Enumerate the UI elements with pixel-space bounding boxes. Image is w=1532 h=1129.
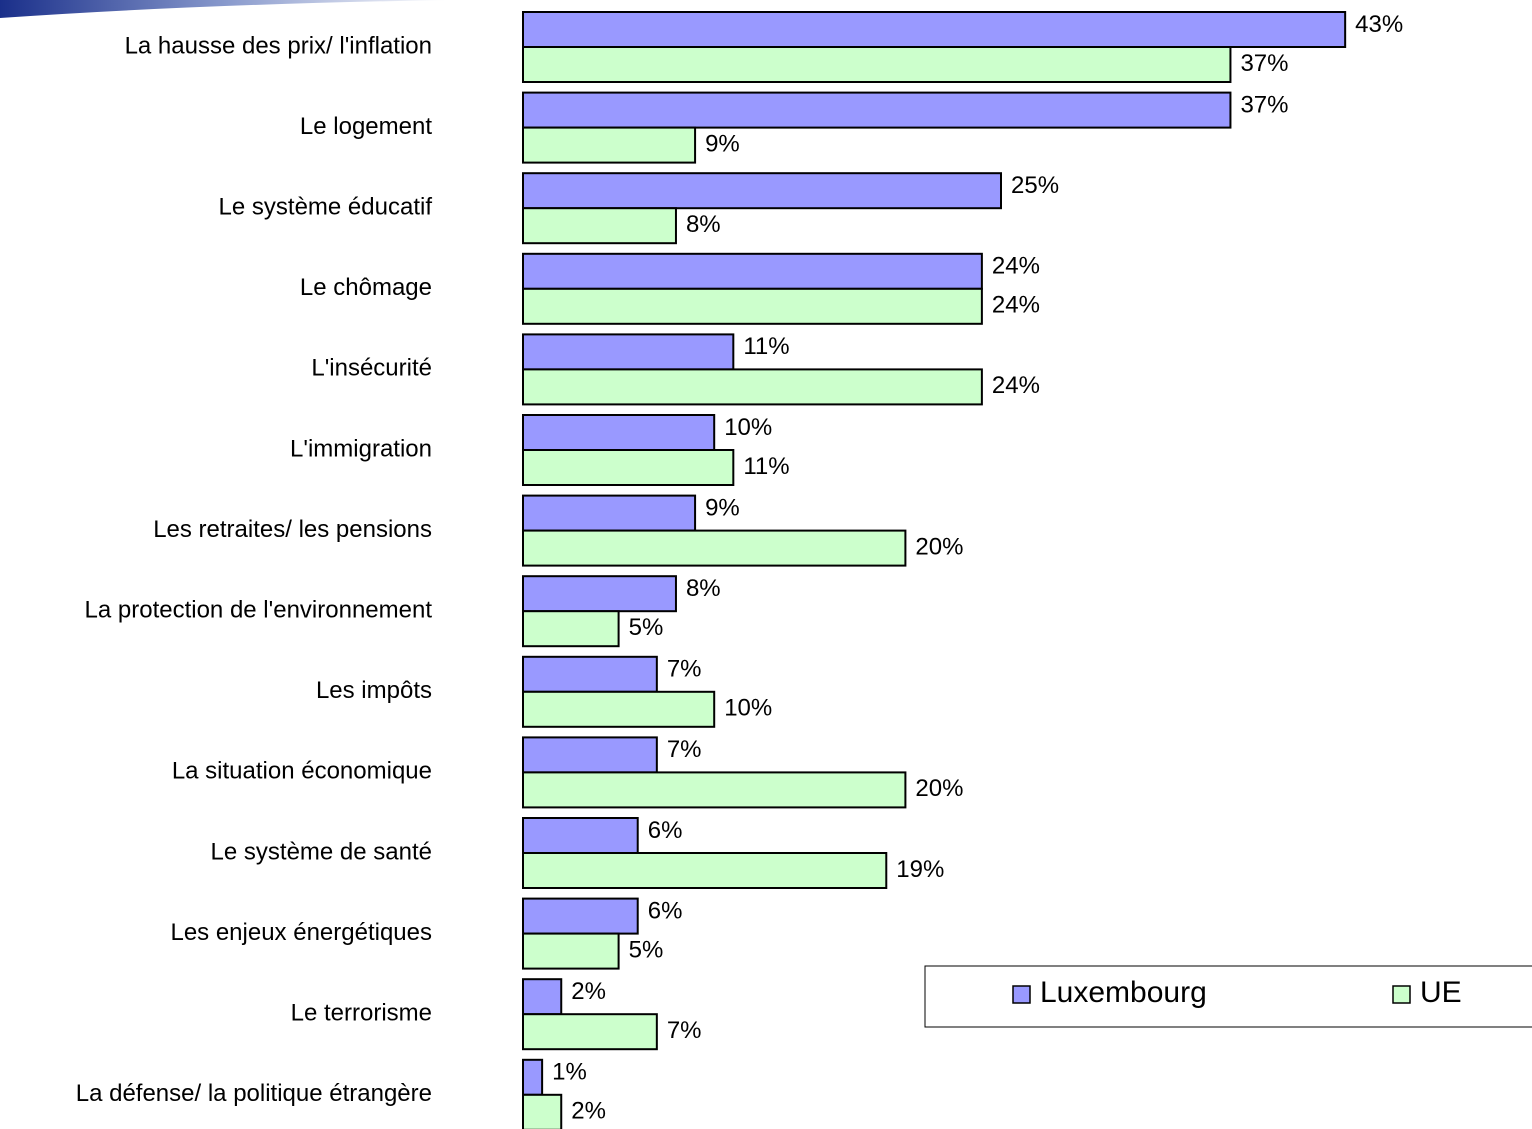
bar: [522, 414, 716, 451]
bar: [522, 252, 983, 290]
value-label: 11%: [743, 333, 789, 360]
bar: [522, 449, 735, 486]
value-label: 1%: [552, 1059, 587, 1086]
category-label: La protection de l'environnement: [85, 597, 433, 624]
value-label: 37%: [1240, 91, 1288, 118]
value-label: 25%: [1011, 172, 1059, 199]
bar: [522, 575, 677, 613]
bar: [522, 333, 735, 371]
category-label: Le système éducatif: [219, 194, 433, 221]
value-label: 7%: [667, 1017, 702, 1044]
value-label: 5%: [629, 614, 664, 641]
value-label: 11%: [743, 453, 789, 480]
bar: [522, 655, 658, 693]
value-label: 2%: [571, 1098, 606, 1125]
value-label: 10%: [724, 695, 772, 722]
bar: [522, 91, 1232, 129]
value-label: 24%: [992, 253, 1040, 280]
bar: [522, 771, 907, 809]
category-label: Le terrorisme: [291, 1000, 432, 1027]
bar: [522, 610, 620, 648]
bar: [522, 897, 639, 935]
value-label: 10%: [724, 414, 772, 441]
value-label: 20%: [915, 775, 963, 802]
category-label: Les retraites/ les pensions: [153, 516, 432, 543]
value-label: 8%: [686, 575, 721, 602]
value-label: 43%: [1355, 11, 1403, 38]
bar: [522, 207, 677, 245]
bar: [522, 932, 620, 970]
category-label: L'insécurité: [311, 355, 432, 382]
bar: [522, 46, 1232, 83]
value-label: 19%: [896, 856, 944, 883]
bar: [522, 852, 888, 889]
bar: [522, 126, 697, 164]
category-label: L'immigration: [290, 435, 432, 462]
category-label: La situation économique: [172, 758, 432, 785]
value-label: 7%: [667, 656, 702, 683]
bar: [522, 736, 658, 774]
value-label: 24%: [992, 372, 1040, 399]
value-label: 6%: [648, 817, 683, 844]
category-label: Le système de santé: [211, 838, 432, 865]
value-label: 9%: [705, 494, 740, 521]
bar: [522, 494, 697, 532]
category-label: Les impôts: [316, 677, 432, 704]
legend-swatch: [1012, 985, 1031, 1004]
value-label: 8%: [686, 211, 721, 238]
value-label: 9%: [705, 130, 740, 157]
bar: [522, 529, 907, 567]
value-label: 37%: [1240, 50, 1288, 77]
category-label: La hausse des prix/ l'inflation: [125, 32, 432, 59]
value-label: 24%: [992, 292, 1040, 319]
bar: [522, 1058, 544, 1096]
bar: [522, 1093, 563, 1129]
bar: [522, 817, 639, 854]
bar: [522, 978, 563, 1016]
value-label: 7%: [667, 736, 702, 763]
bar: [522, 287, 983, 325]
legend-label: Luxembourg: [1040, 976, 1207, 1009]
value-label: 2%: [571, 978, 606, 1005]
category-label: Le chômage: [300, 274, 432, 301]
decoration: [0, 0, 450, 18]
legend-swatch: [1392, 985, 1411, 1004]
category-label: Les enjeux énergétiques: [170, 919, 432, 946]
bar: [522, 1013, 658, 1051]
value-label: 20%: [915, 533, 963, 560]
legend-label: UE: [1420, 976, 1462, 1009]
category-label: Le logement: [300, 113, 432, 140]
bar: [522, 690, 716, 728]
bar: [522, 172, 1002, 210]
value-label: 5%: [629, 936, 664, 963]
bar: [522, 368, 983, 406]
category-label: La défense/ la politique étrangère: [76, 1080, 432, 1107]
bar: [522, 11, 1347, 48]
value-label: 6%: [648, 897, 683, 924]
